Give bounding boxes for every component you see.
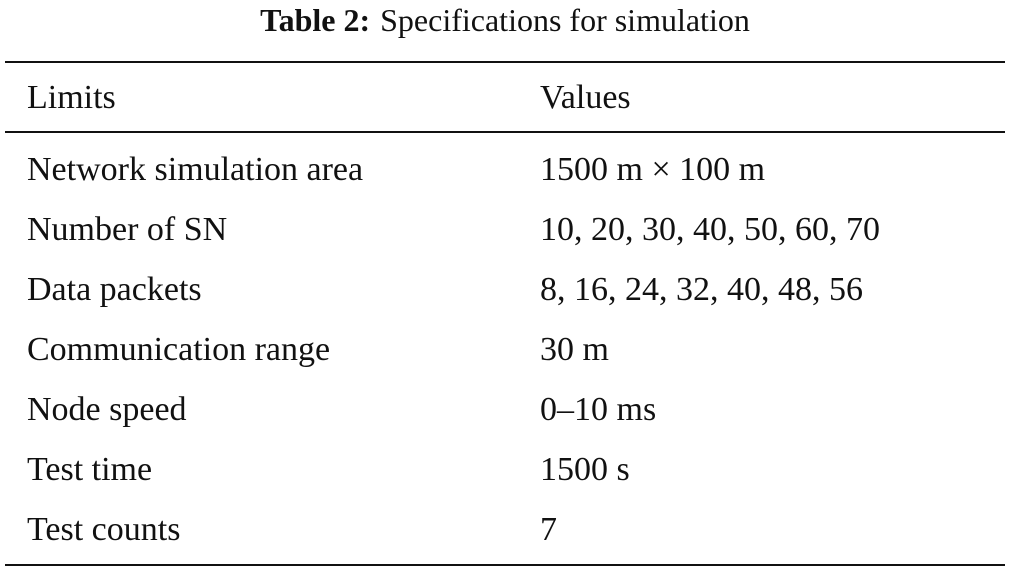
caption-text: Specifications for simulation xyxy=(380,2,750,38)
value-cell: 0–10 ms xyxy=(540,391,657,428)
table-caption: Table 2: Specifications for simulation xyxy=(0,0,1010,40)
value-cell: 30 m xyxy=(540,331,609,368)
header-cell: Limits xyxy=(27,79,116,116)
mid-rule xyxy=(5,131,1005,133)
limit-cell: Network simulation area xyxy=(27,151,364,188)
value-cell: 1500 s xyxy=(540,451,630,488)
limit-cell: Node speed xyxy=(27,391,187,428)
limit-cell: Communication range xyxy=(27,331,331,368)
top-rule xyxy=(5,61,1005,63)
value-cell: 8, 16, 24, 32, 40, 48, 56 xyxy=(540,271,863,308)
header-cell: Values xyxy=(540,79,631,116)
caption-label: Table 2: xyxy=(260,2,371,38)
limit-cell: Test time xyxy=(27,451,153,488)
limit-cell: Test counts xyxy=(27,511,181,548)
value-cell: 10, 20, 30, 40, 50, 60, 70 xyxy=(540,211,880,248)
limit-cell: Number of SN xyxy=(27,211,228,248)
limit-cell: Data packets xyxy=(27,271,202,308)
bottom-rule xyxy=(5,564,1005,566)
value-cell: 7 xyxy=(540,511,557,548)
value-cell: 1500 m × 100 m xyxy=(540,151,766,188)
